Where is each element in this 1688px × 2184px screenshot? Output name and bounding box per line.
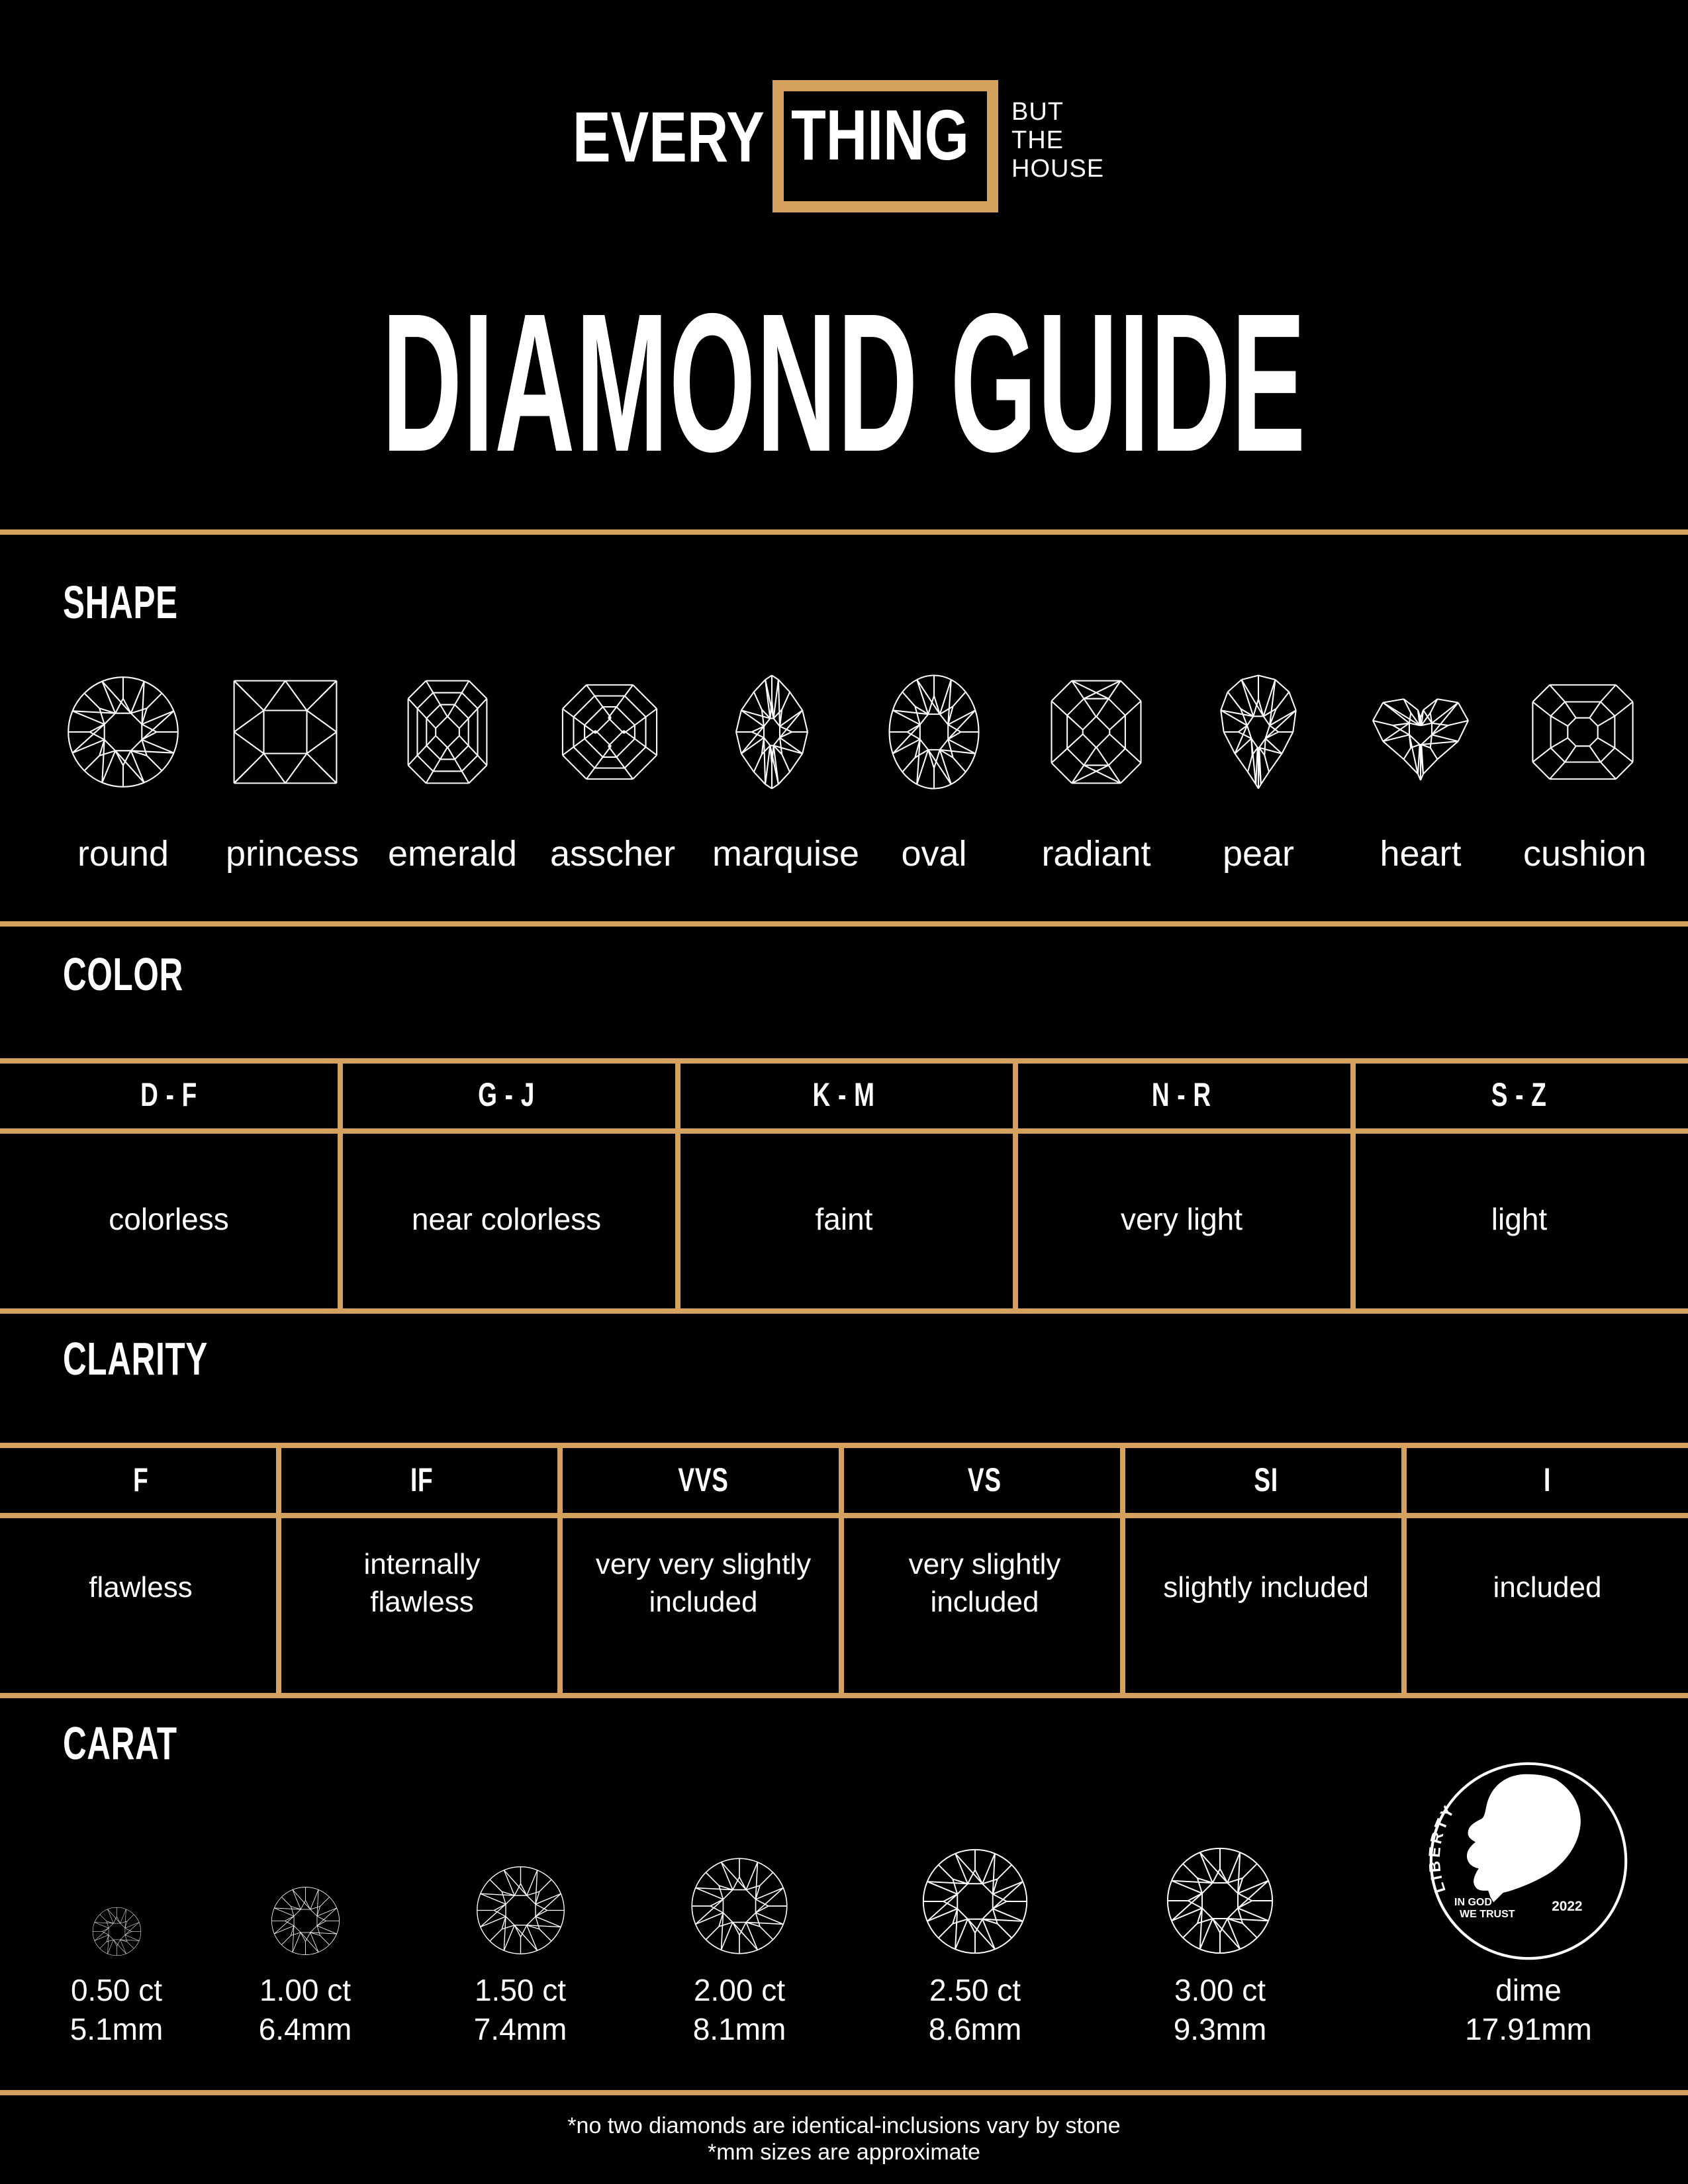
svg-text:2022: 2022 bbox=[1552, 1899, 1582, 1914]
svg-text:WE TRUST: WE TRUST bbox=[1460, 1909, 1515, 1920]
svg-text:IN GOD: IN GOD bbox=[1454, 1897, 1492, 1908]
svg-text:LIBERTY: LIBERTY bbox=[1426, 1801, 1460, 1895]
